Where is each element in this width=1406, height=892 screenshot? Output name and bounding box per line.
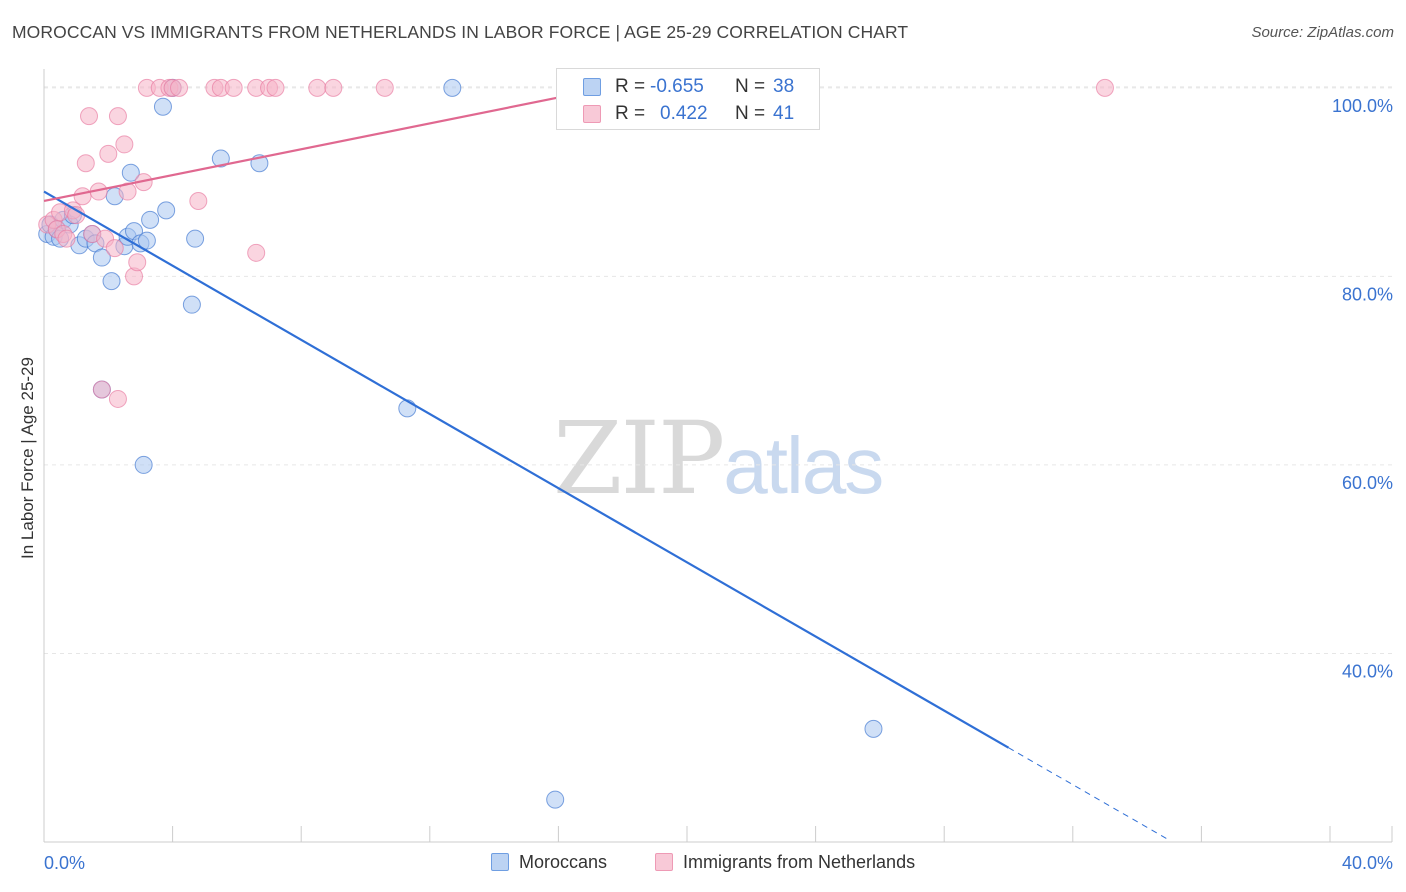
r-label: R = bbox=[615, 76, 646, 97]
moroccans-r-value: -0.655 bbox=[650, 76, 704, 97]
netherlands-point bbox=[80, 107, 99, 126]
y-tick-label: 100.0% bbox=[1332, 96, 1393, 116]
watermark-zip: ZIP bbox=[553, 400, 725, 517]
moroccans-point bbox=[546, 790, 565, 809]
netherlands-point bbox=[266, 78, 285, 97]
netherlands-point bbox=[170, 78, 189, 97]
moroccans-point bbox=[137, 231, 156, 250]
netherlands-n-value: 41 bbox=[773, 103, 795, 124]
moroccans-point bbox=[864, 719, 883, 738]
moroccans-point bbox=[182, 295, 201, 314]
legend-label-netherlands: Immigrants from Netherlands bbox=[683, 852, 916, 872]
moroccans-point bbox=[157, 201, 176, 220]
netherlands-swatch bbox=[583, 105, 601, 123]
n-label: N = bbox=[735, 76, 766, 97]
legend-swatch-netherlands bbox=[655, 853, 673, 871]
y-tick-label: 60.0% bbox=[1342, 473, 1393, 493]
moroccans-trend-extension bbox=[1008, 747, 1170, 841]
netherlands-point bbox=[324, 78, 343, 97]
legend-label-moroccans: Moroccans bbox=[519, 852, 608, 872]
moroccans-n-value: 38 bbox=[773, 76, 795, 97]
netherlands-point bbox=[105, 239, 124, 258]
netherlands-point bbox=[375, 78, 394, 97]
y-tick-label: 80.0% bbox=[1342, 284, 1393, 304]
watermark: ZIPatlas bbox=[553, 400, 884, 517]
legend-item-netherlands: Immigrants from Netherlands bbox=[655, 852, 915, 873]
moroccans-point bbox=[121, 163, 140, 182]
netherlands-point bbox=[189, 191, 208, 210]
netherlands-point bbox=[308, 78, 327, 97]
netherlands-point bbox=[224, 78, 243, 97]
x-tick-label: 0.0% bbox=[44, 853, 85, 873]
moroccans-trend-line bbox=[43, 190, 1010, 749]
source-label: Source: ZipAtlas.com bbox=[1251, 24, 1394, 41]
watermark-atlas: atlas bbox=[723, 421, 884, 510]
stats-row-netherlands: R = 0.422 N = 41 bbox=[557, 101, 819, 127]
moroccans-swatch bbox=[583, 78, 601, 96]
moroccans-point bbox=[92, 248, 111, 267]
netherlands-point bbox=[73, 187, 92, 206]
netherlands-point bbox=[1095, 78, 1114, 97]
legend-item-moroccans: Moroccans bbox=[491, 852, 607, 873]
netherlands-point bbox=[108, 107, 127, 126]
netherlands-point bbox=[99, 144, 118, 163]
netherlands-r-value: 0.422 bbox=[660, 103, 708, 124]
stats-legend: R = -0.655 N = 38 R = 0.422 N = 41 bbox=[556, 68, 820, 130]
netherlands-point bbox=[76, 154, 95, 173]
moroccans-point bbox=[211, 149, 230, 168]
netherlands-point bbox=[247, 243, 266, 262]
r-label: R = bbox=[615, 103, 646, 124]
moroccans-point bbox=[153, 97, 172, 116]
chart-title: MOROCCAN VS IMMIGRANTS FROM NETHERLANDS … bbox=[12, 22, 909, 42]
moroccans-point bbox=[141, 210, 160, 229]
netherlands-point bbox=[128, 253, 147, 272]
y-axis-label: In Labor Force | Age 25-29 bbox=[18, 357, 37, 559]
netherlands-point bbox=[115, 135, 134, 154]
legend-swatch-moroccans bbox=[491, 853, 509, 871]
netherlands-trend-line bbox=[43, 86, 607, 203]
moroccans-point bbox=[102, 272, 121, 291]
stats-row-moroccans: R = -0.655 N = 38 bbox=[557, 74, 819, 100]
moroccans-point bbox=[186, 229, 205, 248]
x-tick-label: 40.0% bbox=[1342, 853, 1393, 873]
moroccans-point bbox=[443, 78, 462, 97]
netherlands-point bbox=[108, 389, 127, 408]
n-label: N = bbox=[735, 103, 766, 124]
netherlands-point bbox=[57, 229, 76, 248]
moroccans-point bbox=[134, 455, 153, 474]
y-tick-label: 40.0% bbox=[1342, 661, 1393, 681]
moroccans-point bbox=[398, 399, 417, 418]
netherlands-point bbox=[92, 380, 111, 399]
